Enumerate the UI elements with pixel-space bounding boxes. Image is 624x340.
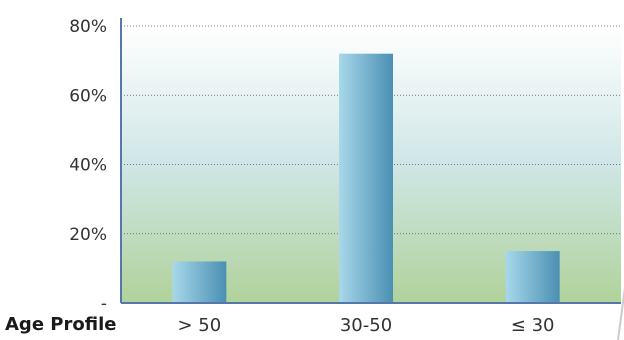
- x-tick-labels: > 50 30-50 ≤ 30: [177, 315, 554, 336]
- y-tick-label: 80%: [69, 17, 107, 37]
- x-axis-title: Age Profile: [5, 314, 116, 335]
- y-tick-label: 20%: [69, 225, 107, 245]
- y-tick-label: 60%: [69, 86, 107, 106]
- bar-2: [505, 251, 560, 303]
- x-tick-label: > 50: [177, 315, 221, 336]
- x-tick-label: 30-50: [340, 315, 392, 336]
- decorative-divider: [617, 287, 624, 340]
- y-tick-labels: - 20% 40% 60% 80%: [69, 17, 107, 314]
- bar-layer: [172, 53, 560, 304]
- y-tick-label: -: [101, 294, 107, 314]
- bar-0: [172, 261, 227, 303]
- x-tick-label: ≤ 30: [511, 315, 555, 336]
- bar-1: [339, 53, 393, 304]
- y-tick-label: 40%: [69, 156, 107, 176]
